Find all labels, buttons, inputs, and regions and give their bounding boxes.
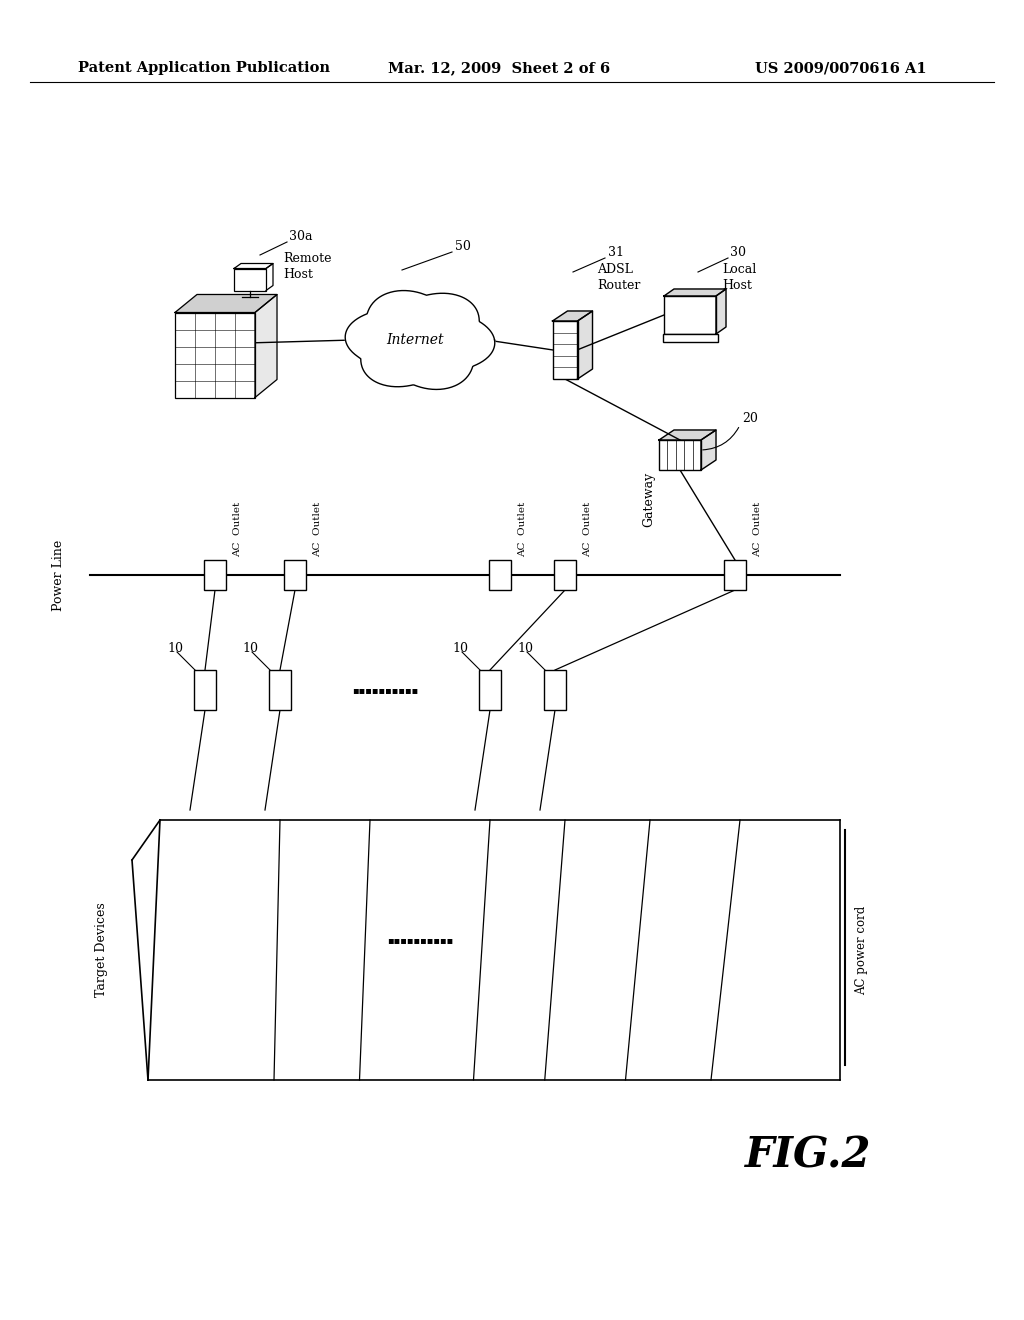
Bar [284,560,306,590]
Text: 30a: 30a [289,231,312,243]
Text: Patent Application Publication: Patent Application Publication [78,61,330,75]
Text: 10: 10 [517,642,534,655]
Polygon shape [255,294,278,397]
Polygon shape [175,294,278,313]
Text: 10: 10 [242,642,258,655]
Text: Local
Host: Local Host [722,263,757,292]
Bar [269,671,291,710]
Text: US 2009/0070616 A1: US 2009/0070616 A1 [755,61,927,75]
Bar [663,334,718,342]
Bar [479,671,501,710]
Text: Remote
Host: Remote Host [283,252,332,281]
Polygon shape [659,430,716,440]
Bar [194,671,216,710]
Bar [489,560,511,590]
Text: AC  Outlet: AC Outlet [313,502,322,557]
Bar [553,321,578,379]
Text: Internet: Internet [386,333,443,347]
Text: Power Line: Power Line [51,540,65,611]
Bar [544,671,566,710]
Polygon shape [701,430,716,470]
Text: 20: 20 [742,412,758,425]
Text: AC power cord: AC power cord [855,906,868,995]
Bar [204,560,226,590]
Polygon shape [664,289,726,296]
Text: ADSL
Router: ADSL Router [597,263,640,292]
Bar [659,440,701,470]
Text: Target Devices: Target Devices [95,903,109,998]
Text: 30: 30 [730,246,746,259]
Text: AC  Outlet: AC Outlet [753,502,762,557]
Polygon shape [553,312,593,321]
Bar [554,560,575,590]
Polygon shape [578,312,593,379]
Bar [724,560,746,590]
Text: ▪▪▪▪▪▪▪▪▪▪: ▪▪▪▪▪▪▪▪▪▪ [387,935,454,945]
Text: 10: 10 [167,642,183,655]
Polygon shape [345,290,495,389]
Text: 31: 31 [608,246,624,259]
Text: 10: 10 [452,642,468,655]
Text: AC  Outlet: AC Outlet [583,502,592,557]
Bar [175,313,255,397]
Text: Gateway: Gateway [642,473,655,527]
Text: ▪▪▪▪▪▪▪▪▪▪: ▪▪▪▪▪▪▪▪▪▪ [352,685,418,696]
Bar [234,268,266,290]
Bar [664,296,716,334]
Text: 50: 50 [455,239,471,252]
Polygon shape [716,289,726,334]
Text: AC  Outlet: AC Outlet [518,502,527,557]
Text: FIG.2: FIG.2 [745,1134,871,1176]
Text: Mar. 12, 2009  Sheet 2 of 6: Mar. 12, 2009 Sheet 2 of 6 [388,61,610,75]
Text: AC  Outlet: AC Outlet [233,502,242,557]
